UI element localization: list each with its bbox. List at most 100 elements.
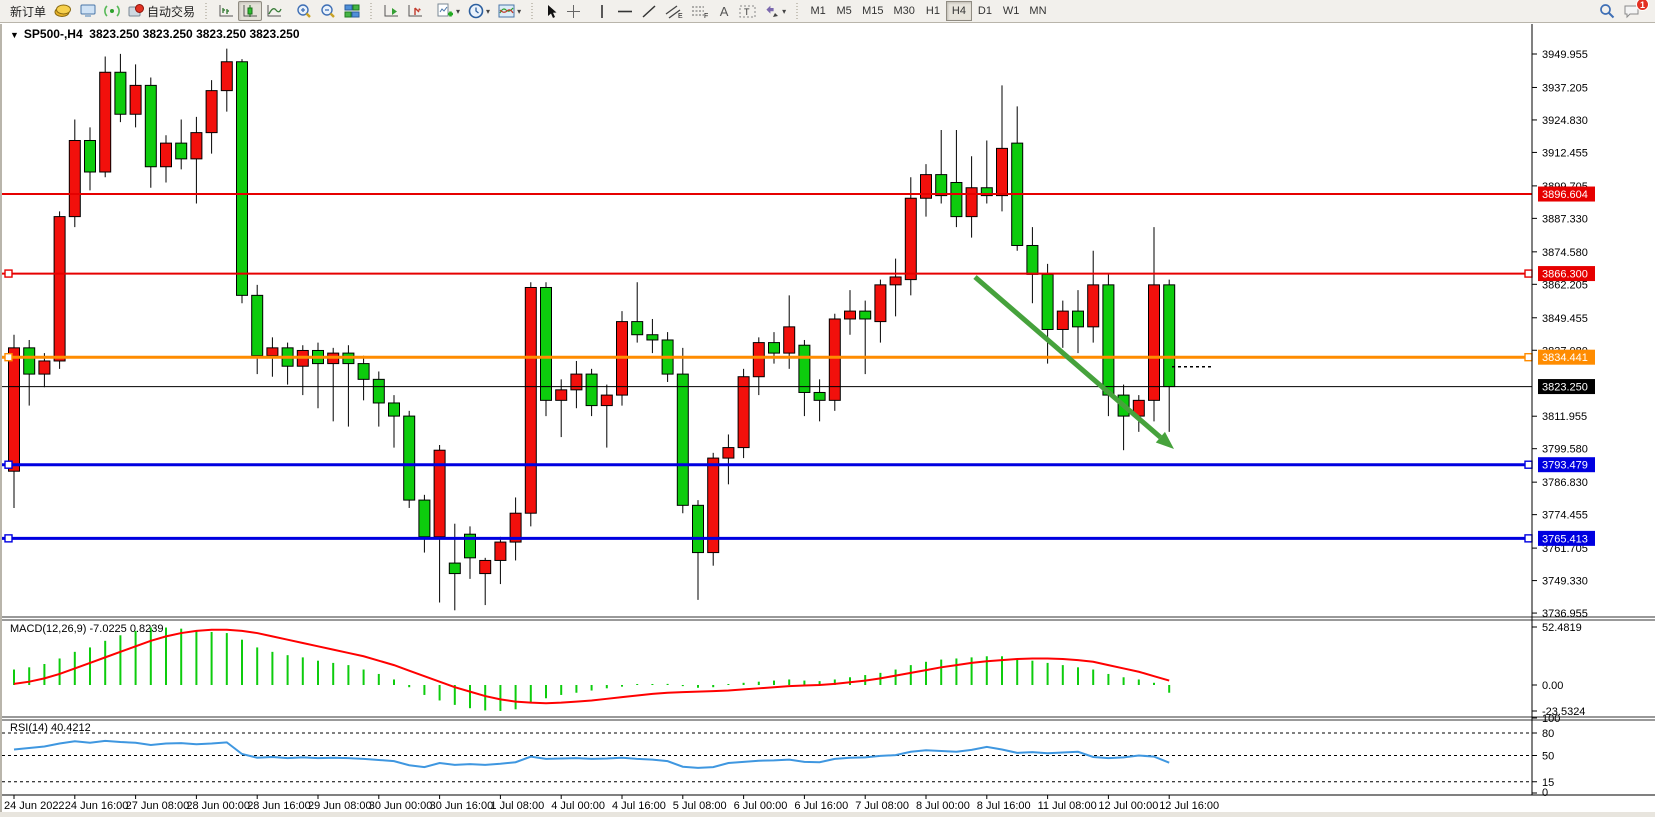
crosshair-button[interactable] <box>562 1 585 21</box>
candlestick-chart-button[interactable] <box>238 1 263 21</box>
svg-text:1 Jul 08:00: 1 Jul 08:00 <box>490 800 544 812</box>
svg-text:T: T <box>744 7 750 17</box>
svg-text:29 Jun 08:00: 29 Jun 08:00 <box>308 800 372 812</box>
auto-scroll-button[interactable] <box>379 1 403 21</box>
svg-text:8 Jul 00:00: 8 Jul 00:00 <box>916 800 970 812</box>
signals-button[interactable] <box>100 1 124 21</box>
macd-name: MACD(12,26,9) <box>10 623 87 635</box>
gold-coins-icon <box>54 4 72 17</box>
svg-text:12 Jul 00:00: 12 Jul 00:00 <box>1098 800 1158 812</box>
zoom-out-button[interactable] <box>316 1 340 21</box>
svg-text:6 Jul 00:00: 6 Jul 00:00 <box>734 800 788 812</box>
bar-chart-icon <box>219 5 234 17</box>
template-button[interactable]: ▾ <box>494 1 525 21</box>
line-chart-button[interactable] <box>262 1 286 21</box>
chevron-down-icon: ▾ <box>517 6 522 16</box>
channel-button[interactable]: E <box>661 1 687 21</box>
timeframe-d1[interactable]: D1 <box>977 5 992 17</box>
equidistant-channel-icon: E <box>665 4 683 19</box>
clock-icon <box>468 3 484 19</box>
toolbar-grip <box>795 3 801 19</box>
svg-text:52.4819: 52.4819 <box>1542 622 1582 634</box>
svg-text:3811.955: 3811.955 <box>1542 411 1587 423</box>
timeframe-h1[interactable]: H1 <box>925 5 940 17</box>
chevron-down-icon: ▾ <box>456 6 461 16</box>
horizontal-line-icon <box>618 10 633 12</box>
svg-text:8 Jul 16:00: 8 Jul 16:00 <box>977 800 1031 812</box>
rsi-indicator-label: RSI(14) 40.4212 <box>10 722 91 734</box>
autotrade-icon <box>128 4 145 17</box>
symbol-period-label: SP500-,H4 <box>23 27 83 41</box>
search-button[interactable] <box>1595 1 1619 21</box>
rsi-name: RSI(14) <box>10 722 48 734</box>
text-label-icon: T <box>739 5 756 17</box>
svg-text:12 Jul 16:00: 12 Jul 16:00 <box>1159 800 1219 812</box>
svg-text:3887.330: 3887.330 <box>1542 213 1588 225</box>
line-chart-icon <box>267 5 282 17</box>
text-button[interactable]: A <box>713 1 735 21</box>
svg-text:3866.300: 3866.300 <box>1542 269 1588 281</box>
timeframe-m30[interactable]: M30 <box>893 5 915 17</box>
new-order-button[interactable]: 新订单 <box>3 1 50 21</box>
svg-text:28 Jun 00:00: 28 Jun 00:00 <box>186 800 250 812</box>
horizontal-line-button[interactable] <box>613 1 637 21</box>
svg-text:7 Jul 08:00: 7 Jul 08:00 <box>855 800 909 812</box>
tile-windows-button[interactable] <box>340 1 364 21</box>
chevron-down-icon: ▾ <box>782 6 787 16</box>
cursor-button[interactable] <box>540 1 562 21</box>
bar-chart-button[interactable] <box>214 1 238 21</box>
svg-text:3749.330: 3749.330 <box>1542 576 1588 588</box>
svg-text:28 Jun 16:00: 28 Jun 16:00 <box>247 800 311 812</box>
chart-shift-button[interactable] <box>403 1 427 21</box>
svg-text:15: 15 <box>1542 777 1554 789</box>
timeframe-h4[interactable]: H4 <box>945 1 972 21</box>
window-resize-edge[interactable] <box>0 812 1655 817</box>
arrows-button[interactable]: ▾ <box>760 1 790 21</box>
timeframe-w1[interactable]: W1 <box>1002 5 1020 17</box>
fibonacci-button[interactable]: F <box>687 1 713 21</box>
text-label-button[interactable]: T <box>735 1 760 21</box>
vertical-line-button[interactable] <box>591 1 613 21</box>
candlestick-chart-icon <box>243 5 258 17</box>
svg-text:3862.205: 3862.205 <box>1542 279 1588 291</box>
svg-text:80: 80 <box>1542 728 1554 740</box>
chart-canvas[interactable]: 3949.9553937.2053924.8303912.4553899.705… <box>2 24 1655 817</box>
arrow-objects-icon <box>766 5 779 17</box>
svg-text:4 Jul 00:00: 4 Jul 00:00 <box>551 800 605 812</box>
fibonacci-icon: F <box>692 6 708 19</box>
svg-text:3849.455: 3849.455 <box>1542 313 1588 325</box>
notifications-button[interactable]: 1 <box>1619 0 1649 21</box>
svg-text:E: E <box>678 13 683 19</box>
chevron-down-icon: ▾ <box>486 6 491 16</box>
rsi-value: 40.4212 <box>50 722 91 734</box>
svg-text:0.00: 0.00 <box>1542 680 1563 692</box>
new-order-label: 新订单 <box>10 4 47 19</box>
svg-text:3736.955: 3736.955 <box>1542 608 1588 620</box>
timeframe-m5[interactable]: M5 <box>836 5 852 17</box>
svg-text:0: 0 <box>1542 787 1548 799</box>
tile-windows-icon <box>344 4 360 18</box>
terminal-button[interactable] <box>76 1 100 21</box>
timeframe-mn[interactable]: MN <box>1029 5 1047 17</box>
svg-text:3924.830: 3924.830 <box>1542 115 1588 127</box>
cursor-icon <box>547 4 557 18</box>
deposit-icon[interactable] <box>50 1 76 21</box>
svg-text:3774.455: 3774.455 <box>1542 510 1588 522</box>
trendline-button[interactable] <box>637 1 661 21</box>
period-button[interactable]: ▾ <box>464 1 494 21</box>
zoom-in-button[interactable] <box>292 1 316 21</box>
timeframe-m1[interactable]: M1 <box>810 5 826 17</box>
macd-indicator-label: MACD(12,26,9) -7.0225 0.8239 <box>10 623 164 635</box>
timeframe-m15[interactable]: M15 <box>862 5 884 17</box>
svg-text:3912.455: 3912.455 <box>1542 147 1588 159</box>
new-chart-button[interactable]: ▾ <box>433 1 464 21</box>
svg-text:3786.830: 3786.830 <box>1542 477 1588 489</box>
autotrade-button[interactable]: 自动交易 <box>124 1 199 21</box>
trendline-icon <box>642 4 656 18</box>
chart-window: 3949.9553937.2053924.8303912.4553899.705… <box>0 24 1655 817</box>
macd-value: -7.0225 0.8239 <box>89 623 164 635</box>
svg-text:11 Jul 08:00: 11 Jul 08:00 <box>1038 800 1097 812</box>
vertical-line-icon <box>601 4 603 18</box>
symbol-dropdown-icon[interactable]: ▼ <box>10 30 19 40</box>
terminal-icon <box>80 4 96 17</box>
